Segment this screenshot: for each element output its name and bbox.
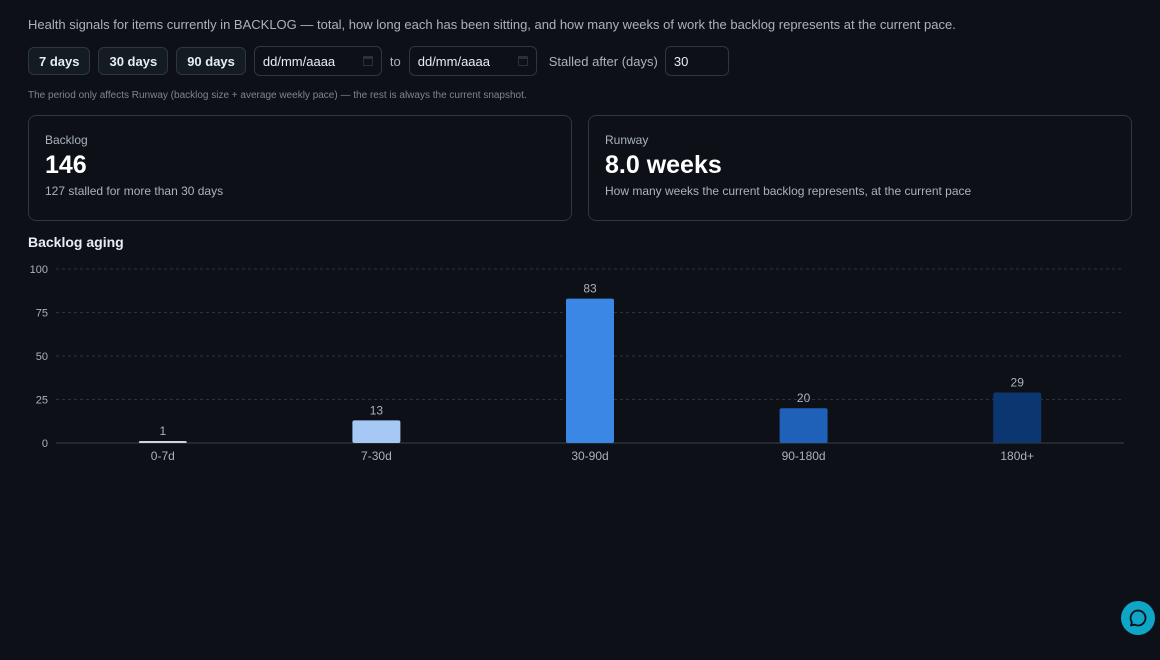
backlog-card-value: 146 — [45, 151, 87, 179]
date-to-label: to — [389, 53, 401, 69]
x-tick-label: 90-180d — [782, 449, 826, 463]
bar-value-label: 29 — [1011, 376, 1025, 390]
x-tick-label: 30-90d — [571, 449, 608, 463]
bar-value-label: 83 — [583, 282, 597, 296]
chart-title: Backlog aging — [28, 234, 124, 250]
bar-value-label: 20 — [797, 391, 811, 405]
range-90-days-button[interactable]: 90 days — [176, 47, 246, 75]
bar — [779, 408, 828, 443]
y-tick-label: 75 — [36, 308, 48, 320]
bar — [566, 298, 614, 443]
bar — [993, 392, 1042, 443]
y-tick-label: 50 — [36, 351, 48, 363]
bar-value-label: 13 — [370, 403, 384, 417]
date-to-placeholder: dd/mm/aaaa — [417, 53, 490, 69]
runway-card-subtitle: How many weeks the current backlog repre… — [605, 184, 972, 198]
chat-button[interactable] — [1121, 601, 1155, 635]
calendar-icon[interactable] — [517, 56, 528, 66]
range-7-days-button[interactable]: 7 days — [28, 47, 91, 75]
stalled-after-input[interactable]: 30 — [664, 46, 729, 76]
period-note: The period only affects Runway (backlog … — [28, 90, 527, 101]
date-from-placeholder: dd/mm/aaaa — [262, 53, 336, 69]
runway-card: Runway 8.0 weeks How many weeks the curr… — [588, 115, 1132, 221]
x-tick-label: 7-30d — [361, 449, 392, 463]
backlog-aging-chart: 0 25 50 75 100 1 0-7d 13 7-30d 83 30-90d 20 90-180d 2… — [30, 264, 1124, 463]
backlog-card: Backlog 146 127 stalled for more than 30… — [28, 115, 572, 221]
y-tick-label: 100 — [30, 264, 48, 276]
backlog-card-label: Backlog — [45, 133, 88, 147]
bar — [352, 420, 401, 443]
date-from-input[interactable]: dd/mm/aaaa — [253, 46, 382, 76]
runway-card-label: Runway — [605, 133, 649, 147]
y-tick-label: 25 — [36, 395, 48, 407]
chat-bubble-icon — [1129, 609, 1147, 627]
date-to-input[interactable]: dd/mm/aaaa — [408, 46, 537, 76]
calendar-icon[interactable] — [362, 56, 373, 66]
stalled-after-label: Stalled after (days) — [548, 53, 658, 69]
y-tick-label: 0 — [42, 438, 48, 450]
bar-value-label: 1 — [159, 424, 166, 438]
page-description: Health signals for items currently in BA… — [28, 17, 956, 32]
runway-card-value: 8.0 weeks — [605, 151, 722, 179]
backlog-card-subtitle: 127 stalled for more than 30 days — [45, 184, 224, 198]
x-tick-label: 0-7d — [151, 449, 175, 463]
range-30-days-button[interactable]: 30 days — [98, 47, 169, 75]
filters-bar: 7 days 30 days 90 days dd/mm/aaaa to dd/… — [28, 46, 729, 76]
x-tick-label: 180d+ — [1000, 449, 1034, 463]
bar — [138, 441, 187, 443]
